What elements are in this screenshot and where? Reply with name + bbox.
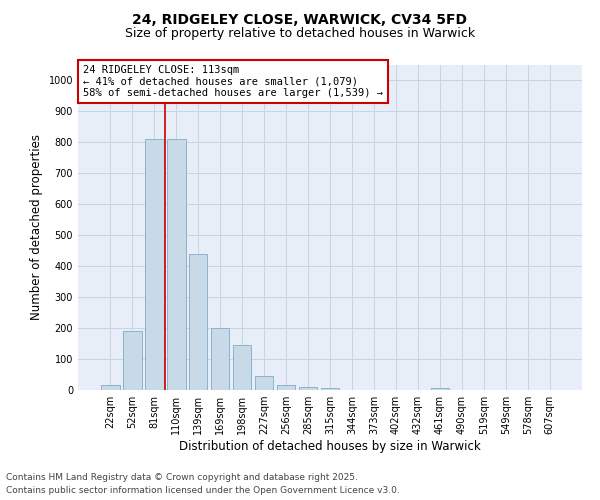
Bar: [167, 140, 185, 390]
Text: Size of property relative to detached houses in Warwick: Size of property relative to detached ho…: [125, 28, 475, 40]
Bar: [211, 328, 229, 390]
Bar: [299, 387, 317, 390]
Y-axis label: Number of detached properties: Number of detached properties: [30, 134, 43, 320]
Text: Contains public sector information licensed under the Open Government Licence v3: Contains public sector information licen…: [6, 486, 400, 495]
Bar: [320, 388, 340, 390]
Bar: [145, 140, 164, 390]
Bar: [189, 254, 208, 390]
Text: 24, RIDGELEY CLOSE, WARWICK, CV34 5FD: 24, RIDGELEY CLOSE, WARWICK, CV34 5FD: [133, 12, 467, 26]
Bar: [233, 345, 251, 390]
Bar: [123, 331, 142, 390]
X-axis label: Distribution of detached houses by size in Warwick: Distribution of detached houses by size …: [179, 440, 481, 453]
Bar: [101, 386, 119, 390]
Bar: [431, 388, 449, 390]
Text: Contains HM Land Registry data © Crown copyright and database right 2025.: Contains HM Land Registry data © Crown c…: [6, 474, 358, 482]
Bar: [277, 386, 295, 390]
Text: 24 RIDGELEY CLOSE: 113sqm
← 41% of detached houses are smaller (1,079)
58% of se: 24 RIDGELEY CLOSE: 113sqm ← 41% of detac…: [83, 65, 383, 98]
Bar: [255, 376, 274, 390]
